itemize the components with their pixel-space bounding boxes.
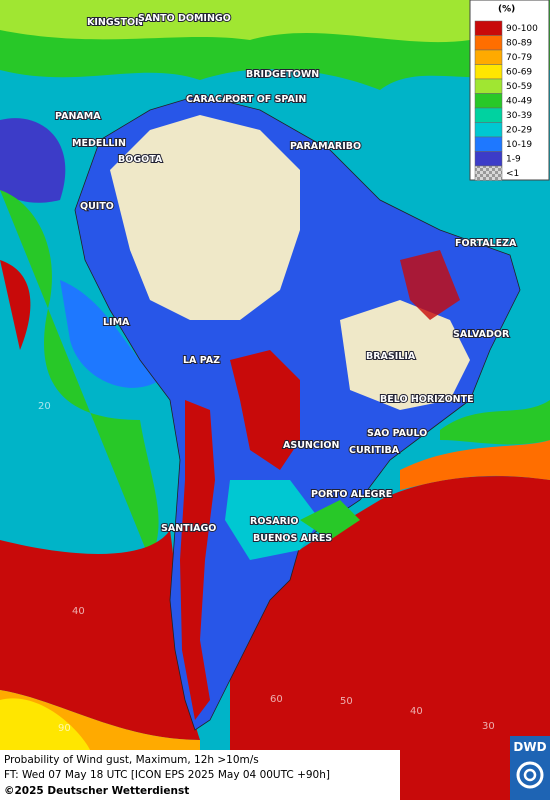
- city-label: BELO HORIZONTE: [380, 394, 474, 405]
- legend-swatch: [474, 78, 503, 94]
- grid-labels: 20 40 90 60 50 40 30: [38, 401, 495, 734]
- city-label: CURITIBA: [349, 445, 400, 456]
- legend-label: <1: [506, 169, 519, 179]
- legend-label: 30-39: [506, 111, 532, 121]
- city-label: LIMA: [103, 317, 130, 328]
- city-label: KINGSTON: [87, 17, 143, 28]
- city-label: SANTO DOMINGO: [138, 13, 231, 24]
- logo-swirl: [523, 768, 537, 782]
- city-label: LA PAZ: [183, 355, 220, 366]
- city-label: BOGOTA: [118, 154, 163, 165]
- city-label: PARAMARIBO: [290, 141, 361, 152]
- city-label: BRIDGETOWN: [246, 69, 319, 80]
- legend: (%) 90-100 80-89 70-79 60-69 50-59 40-49 30-39…: [469, 0, 550, 181]
- city-label: MEDELLIN: [72, 138, 126, 149]
- legend-label: 60-69: [506, 67, 532, 77]
- legend-label: 70-79: [506, 53, 532, 63]
- legend-swatch: [474, 136, 503, 152]
- grid-label: 90: [58, 723, 71, 734]
- footer-box: [0, 750, 400, 800]
- grid-label: 40: [72, 606, 85, 617]
- grid-label: 30: [482, 721, 495, 732]
- legend-swatch: [474, 49, 503, 65]
- footer: Probability of Wind gust, Maximum, 12h >…: [0, 750, 400, 800]
- legend-swatch: [474, 64, 503, 80]
- city-label: ASUNCION: [283, 440, 339, 451]
- legend-label: 50-59: [506, 82, 532, 92]
- legend-label: 20-29: [506, 125, 532, 135]
- legend-swatch: [474, 107, 503, 123]
- city-labels: KINGSTON SANTO DOMINGO BRIDGETOWN CARACA…: [54, 12, 518, 545]
- logo: DWD: [510, 736, 550, 800]
- legend-label: 10-19: [506, 140, 532, 150]
- legend-swatch: [474, 35, 503, 51]
- legend-unit: (%): [498, 5, 515, 15]
- city-label: CARACAS: [186, 94, 236, 105]
- legend-swatch: [474, 20, 503, 36]
- city-label: BRASILIA: [366, 351, 416, 362]
- legend-swatch: [474, 93, 503, 109]
- footer-line: ©2025 Deutscher Wetterdienst: [4, 785, 189, 797]
- footer-line: Probability of Wind gust, Maximum, 12h >…: [4, 754, 259, 766]
- legend-swatch: [474, 165, 503, 181]
- city-label: BUENOS AIRES: [253, 533, 332, 544]
- continent: [74, 94, 521, 731]
- logo-box: [510, 736, 550, 800]
- city-label: SANTIAGO: [161, 523, 216, 534]
- legend-label: 90-100: [506, 24, 538, 34]
- grid-label: 50: [340, 696, 353, 707]
- footer-line: FT: Wed 07 May 18 UTC [ICON EPS 2025 May…: [4, 769, 330, 781]
- legend-label: 80-89: [506, 38, 532, 48]
- city-label: ROSARIO: [250, 516, 299, 527]
- city-label: PORTO ALEGRE: [311, 489, 392, 500]
- city-label: PANAMA: [55, 111, 101, 122]
- city-label: FORTALEZA: [455, 238, 517, 249]
- city-label: QUITO: [80, 201, 114, 212]
- grid-label: 40: [410, 706, 423, 717]
- legend-swatch: [474, 151, 503, 167]
- logo-swirl: [516, 761, 544, 789]
- city-label: SAO PAULO: [367, 428, 427, 439]
- legend-swatch: [474, 122, 503, 138]
- logo-text: DWD: [513, 740, 546, 754]
- grid-label: 60: [270, 694, 283, 705]
- legend-label: 40-49: [506, 96, 532, 106]
- city-label: SALVADOR: [453, 329, 510, 340]
- grid-label: 20: [38, 401, 51, 412]
- legend-label: 1-9: [506, 154, 521, 164]
- city-label: PORT OF SPAIN: [225, 94, 306, 105]
